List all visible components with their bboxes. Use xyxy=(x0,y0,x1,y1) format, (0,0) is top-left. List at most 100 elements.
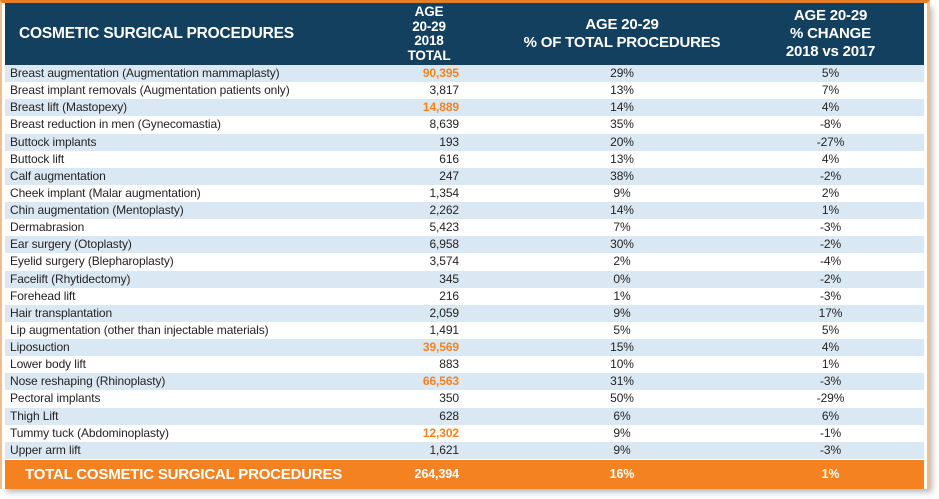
procedure-pct-change: -8% xyxy=(819,117,842,132)
procedure-total: 6,958 xyxy=(429,237,459,252)
procedure-total: 8,639 xyxy=(429,117,459,132)
table-row: Breast implant removals (Augmentation pa… xyxy=(5,82,924,100)
procedure-pct-of-total: 20% xyxy=(610,134,634,149)
procedure-pct-of-total: 31% xyxy=(610,374,634,389)
procedure-total: 3,574 xyxy=(429,254,459,269)
procedure-pct-change: 1% xyxy=(821,357,840,372)
procedure-name: Breast augmentation (Augmentation mammap… xyxy=(10,66,280,80)
procedure-pct-change: -1% xyxy=(819,425,842,440)
table-row: Buttock lift 616 13% 4% xyxy=(5,150,924,168)
procedure-pct-of-total: 9% xyxy=(613,442,631,457)
total-row-pct-change: 1% xyxy=(821,466,840,481)
table-row: Nose reshaping (Rhinoplasty) 66,563 31% … xyxy=(5,373,924,391)
procedure-pct-change: 17% xyxy=(818,305,843,320)
procedure-name: Buttock implants xyxy=(10,134,97,149)
procedure-name: Cheek implant (Malar augmentation) xyxy=(10,185,201,200)
procedure-name: Lower body lift xyxy=(10,357,86,372)
procedure-total: 345 xyxy=(439,271,459,286)
procedure-total: 247 xyxy=(439,168,459,183)
table-row: Ear surgery (Otoplasty) 6,958 30% -2% xyxy=(5,236,924,254)
col-pct-total-line2: % OF TOTAL PROCEDURES xyxy=(523,34,721,51)
total-row-pct-of-total: 16% xyxy=(609,466,635,481)
col-pct-total-line1: AGE 20-29 xyxy=(585,16,659,33)
procedure-pct-change: -3% xyxy=(819,442,842,457)
procedure-name: Dermabrasion xyxy=(10,220,85,235)
procedure-pct-change: 6% xyxy=(821,408,840,423)
procedure-pct-of-total: 9% xyxy=(613,185,631,200)
procedure-pct-of-total: 6% xyxy=(613,408,631,423)
total-row-label: TOTAL COSMETIC SURGICAL PROCEDURES xyxy=(25,465,343,483)
column-header-pct-change: AGE 20-29 % CHANGE 2018 vs 2017 xyxy=(777,3,924,65)
procedure-pct-change: 4% xyxy=(821,151,840,166)
column-header-age-2018-total: AGE 20-29 2018 TOTAL xyxy=(391,3,467,65)
procedure-name: Buttock lift xyxy=(10,151,65,166)
procedure-total: 1,491 xyxy=(429,322,459,337)
procedure-pct-change: 5% xyxy=(821,66,840,80)
procedure-total: 5,423 xyxy=(429,220,459,235)
procedure-total: 1,621 xyxy=(429,442,459,457)
procedure-name: Thigh Lift xyxy=(10,408,59,423)
column-header-pct-of-total: AGE 20-29 % OF TOTAL PROCEDURES xyxy=(467,3,777,65)
procedure-total: 616 xyxy=(439,151,459,166)
table-row: Facelift (Rhytidectomy) 345 0% -2% xyxy=(5,270,924,288)
procedure-total: 12,302 xyxy=(422,425,459,440)
table-row: Thigh Lift 628 6% 6% xyxy=(5,407,924,425)
procedure-name: Breast reduction in men (Gynecomastia) xyxy=(10,117,221,132)
procedure-pct-of-total: 9% xyxy=(613,425,631,440)
table-row: Breast augmentation (Augmentation mammap… xyxy=(5,65,924,83)
procedure-pct-of-total: 14% xyxy=(610,203,634,217)
procedure-pct-of-total: 13% xyxy=(610,151,634,166)
cosmetic-procedures-table: COSMETIC SURGICAL PROCEDURES AGE 20-29 2… xyxy=(0,0,930,489)
procedure-name: Calf augmentation xyxy=(10,168,106,183)
procedure-pct-change: 5% xyxy=(821,322,840,337)
procedure-pct-of-total: 35% xyxy=(610,117,634,132)
procedure-pct-of-total: 2% xyxy=(613,254,631,269)
procedure-pct-change: 7% xyxy=(821,83,840,98)
table-row: Forehead lift 216 1% -3% xyxy=(5,287,924,305)
procedure-name: Chin augmentation (Mentoplasty) xyxy=(10,203,184,217)
procedure-pct-change: -2% xyxy=(819,271,842,286)
procedure-total: 628 xyxy=(439,408,459,423)
procedure-pct-of-total: 50% xyxy=(610,391,634,406)
procedure-pct-of-total: 15% xyxy=(610,340,634,354)
procedure-pct-of-total: 30% xyxy=(610,237,634,252)
procedure-pct-of-total: 0% xyxy=(613,271,631,286)
procedure-pct-change: -29% xyxy=(816,391,845,406)
procedure-name: Eyelid surgery (Blepharoplasty) xyxy=(10,254,174,269)
col-total-line2: 20-29 xyxy=(412,18,446,34)
table-row: Breast lift (Mastopexy) 14,889 14% 4% xyxy=(5,99,924,117)
procedure-total: 883 xyxy=(439,357,459,372)
table-row: Liposuction 39,569 15% 4% xyxy=(5,339,924,357)
procedure-pct-change: 1% xyxy=(821,203,840,217)
procedure-name: Tummy tuck (Abdominoplasty) xyxy=(10,425,169,440)
procedure-pct-change: 4% xyxy=(821,340,840,354)
procedure-name: Lip augmentation (other than injectable … xyxy=(10,322,269,337)
procedure-pct-of-total: 9% xyxy=(613,305,631,320)
procedure-total: 3,817 xyxy=(429,83,459,98)
procedure-pct-change: -27% xyxy=(816,134,845,149)
table-body: Breast augmentation (Augmentation mammap… xyxy=(5,65,924,459)
table-row: Pectoral implants 350 50% -29% xyxy=(5,390,924,408)
procedure-pct-change: -4% xyxy=(819,254,842,269)
table-header: COSMETIC SURGICAL PROCEDURES AGE 20-29 2… xyxy=(5,3,924,65)
procedure-name: Facelift (Rhytidectomy) xyxy=(10,271,131,286)
procedure-pct-of-total: 38% xyxy=(610,168,634,183)
procedure-name: Ear surgery (Otoplasty) xyxy=(10,237,132,252)
procedure-pct-change: -2% xyxy=(819,168,842,183)
procedure-total: 1,354 xyxy=(429,185,459,200)
procedure-total: 90,395 xyxy=(422,66,459,80)
procedure-pct-of-total: 14% xyxy=(610,100,634,115)
table-row: Lower body lift 883 10% 1% xyxy=(5,356,924,374)
total-row-total: 264,394 xyxy=(414,466,460,481)
procedure-pct-of-total: 1% xyxy=(613,288,631,303)
col-total-line1: AGE xyxy=(414,4,444,19)
procedure-name: Liposuction xyxy=(10,340,70,354)
table-row: Cheek implant (Malar augmentation) 1,354… xyxy=(5,184,924,202)
table-row: Lip augmentation (other than injectable … xyxy=(5,321,924,339)
procedure-name: Nose reshaping (Rhinoplasty) xyxy=(10,374,166,389)
procedure-pct-of-total: 29% xyxy=(610,66,634,80)
procedure-total: 193 xyxy=(439,134,459,149)
table-row: Breast reduction in men (Gynecomastia) 8… xyxy=(5,116,924,134)
procedure-pct-change: -3% xyxy=(819,288,842,303)
procedure-total: 39,569 xyxy=(422,340,459,354)
